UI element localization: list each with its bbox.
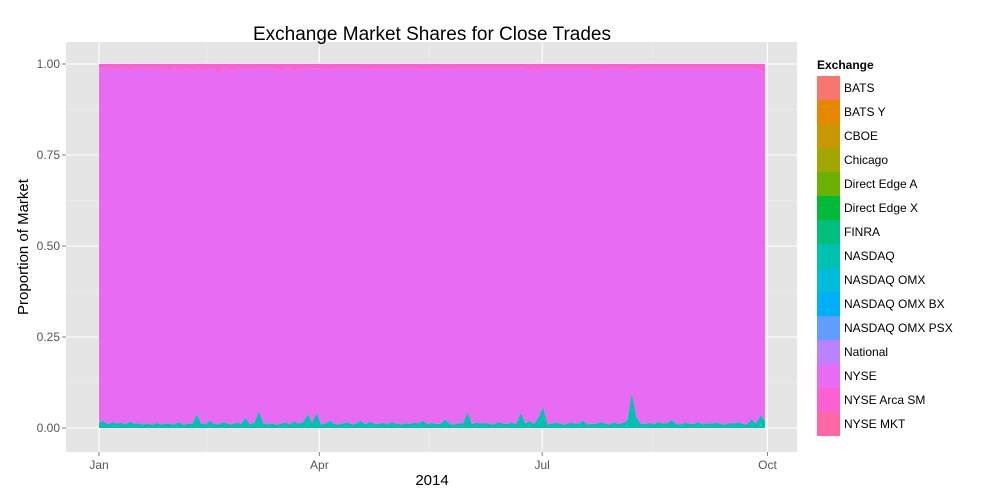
legend-label: BATS [844,81,874,95]
legend-swatch [817,340,840,364]
legend-label: NASDAQ OMX BX [844,297,945,311]
chart-title: Exchange Market Shares for Close Trades [253,24,611,45]
area-series [99,64,765,428]
area-nasdaq [99,393,765,428]
legend-label: NASDAQ [844,249,895,263]
legend-swatch [817,292,840,316]
legend-swatch [817,244,840,268]
y-tick-label: 0.00 [37,421,61,435]
legend-swatch [817,172,840,196]
legend-swatch [817,412,840,436]
legend-label: NASDAQ OMX PSX [844,321,953,335]
x-tick-label: Jul [535,458,550,472]
x-axis-title: 2014 [415,472,448,489]
area-nyse [99,67,765,425]
legend-title: Exchange [817,58,874,72]
legend-label: NASDAQ OMX [844,273,925,287]
area-nyse-arca-sm [99,64,765,76]
legend-swatch [817,388,840,412]
y-axis-title: Proportion of Market [15,178,32,315]
legend-swatch [817,148,840,172]
legend-swatch [817,100,840,124]
y-tick-label: 0.50 [37,239,61,253]
legend-swatch [817,316,840,340]
y-tick-label: 1.00 [37,57,61,71]
legend-label: BATS Y [844,105,886,119]
y-axis: 0.00 0.25 0.50 0.75 1.00 [37,57,66,435]
legend-label: CBOE [844,129,878,143]
legend-label: NYSE [844,369,877,383]
x-tick-label: Jan [89,458,108,472]
legend-swatch [817,76,840,100]
legend-swatch [817,220,840,244]
x-tick-label: Apr [310,458,329,472]
legend-label: Direct Edge X [844,201,918,215]
legend-label: NYSE MKT [844,417,906,431]
x-axis: Jan Apr Jul Oct [89,452,777,472]
legend-swatch [817,124,840,148]
legend-swatch [817,268,840,292]
legend-label: Chicago [844,153,888,167]
x-tick-label: Oct [758,458,777,472]
legend: Exchange BATS BATS Y CBOE Chicago Direct Edg… [817,58,953,436]
legend-swatch [817,364,840,388]
legend-label: National [844,345,888,359]
legend-label: Direct Edge A [844,177,917,191]
y-tick-label: 0.25 [37,330,61,344]
legend-label: NYSE Arca SM [844,393,925,407]
y-tick-label: 0.75 [37,148,61,162]
legend-swatch [817,196,840,220]
legend-label: FINRA [844,225,880,239]
